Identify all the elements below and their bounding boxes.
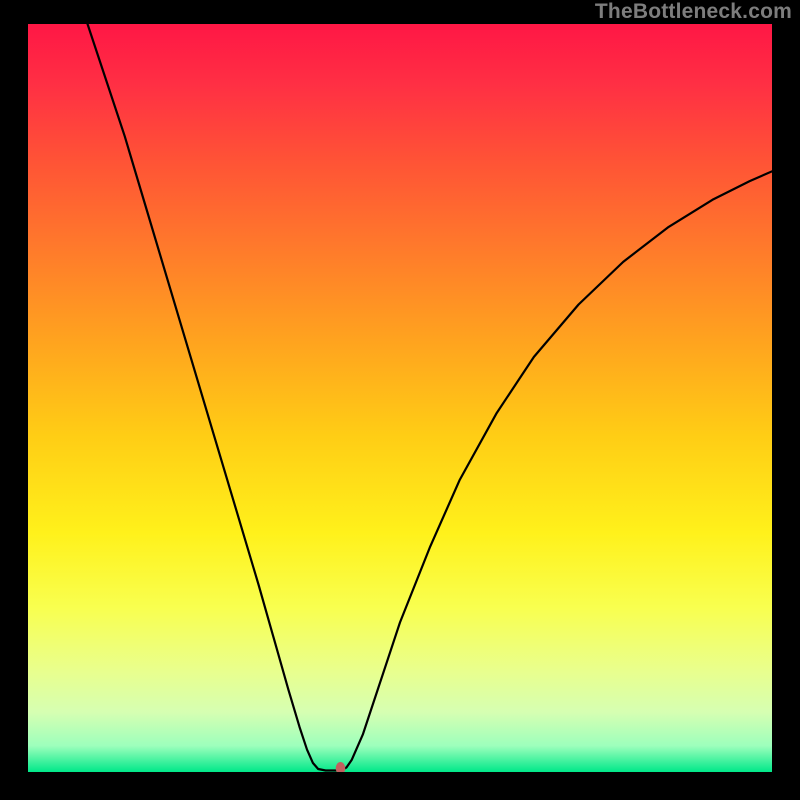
plot-svg xyxy=(28,24,772,772)
gradient-background xyxy=(28,24,772,772)
plot-area xyxy=(28,24,772,772)
chart-container: TheBottleneck.com xyxy=(0,0,800,800)
watermark-text: TheBottleneck.com xyxy=(595,0,792,24)
